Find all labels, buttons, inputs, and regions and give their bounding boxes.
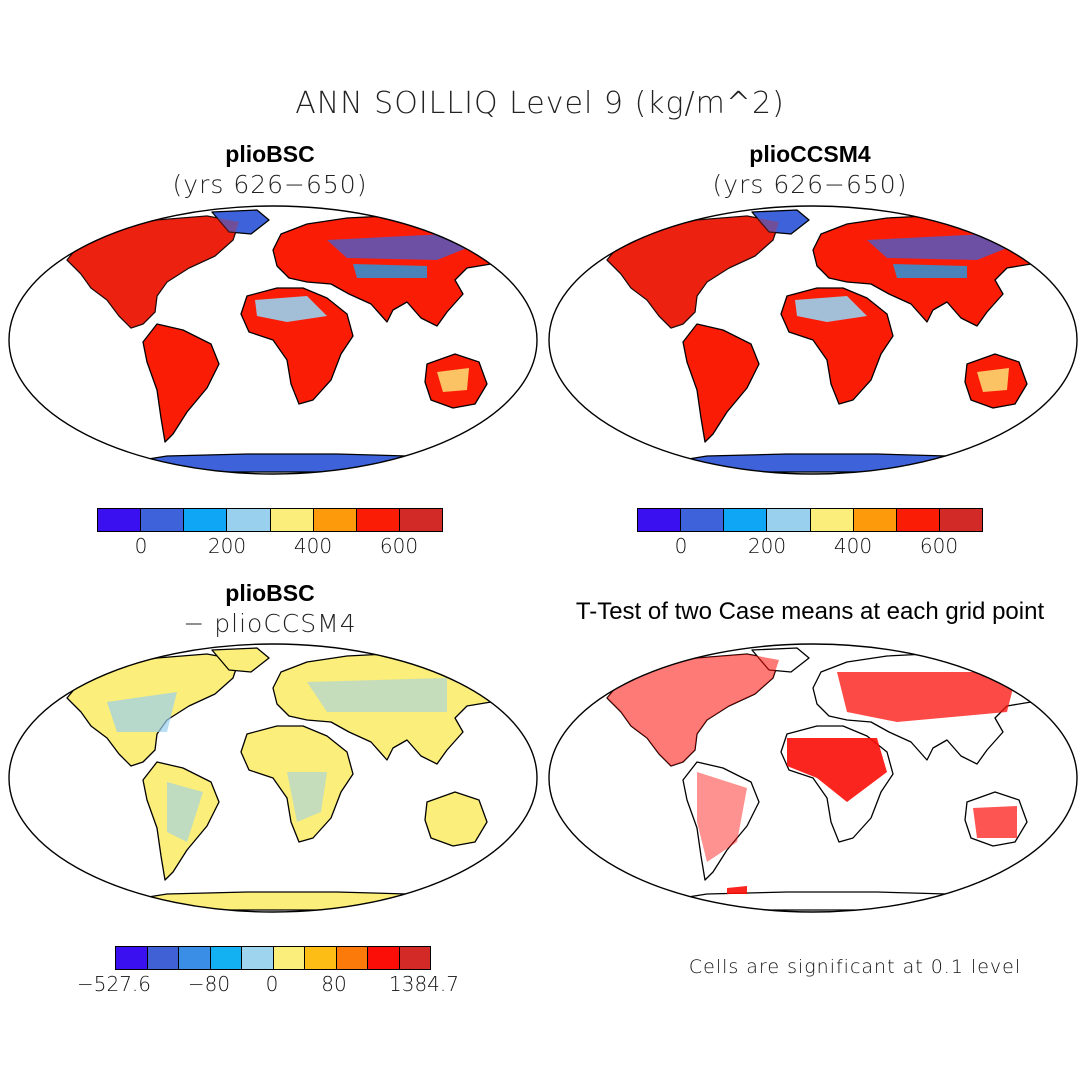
colorbar-swatch xyxy=(336,947,368,969)
continent-northAmerica xyxy=(606,215,780,329)
colorbar-tick-label: 80 xyxy=(321,972,347,996)
colorbar-swatch xyxy=(399,509,442,531)
colorbar-swatch xyxy=(681,509,725,531)
colorbar-swatch xyxy=(810,509,854,531)
panel-3-subtitle: − plioCCSM4 xyxy=(183,609,357,638)
colorbar-swatch xyxy=(767,509,811,531)
panel-4-footnote: Cells are significant at 0.1 level xyxy=(688,956,1022,978)
land-layer xyxy=(606,209,1050,473)
colorbar-swatch xyxy=(270,509,314,531)
colorbar-swatch xyxy=(368,947,400,969)
colorbar-swatch xyxy=(896,509,940,531)
colorbar-swatch xyxy=(141,509,185,531)
panel-2-map xyxy=(548,205,1078,475)
colorbar-swatch xyxy=(179,947,211,969)
panel-1-colorbar xyxy=(97,508,443,532)
colorbar-tick-label: 200 xyxy=(207,534,247,558)
colorbar-tick-label: 600 xyxy=(379,534,419,558)
colorbar-swatch xyxy=(184,509,228,531)
continent-greenland xyxy=(211,209,270,235)
map-frame xyxy=(548,205,1078,475)
value-region xyxy=(607,654,779,766)
value-region xyxy=(867,234,1017,260)
value-region xyxy=(977,368,1009,392)
figure-title: ANN SOILLIQ Level 9 (kg/m^2) xyxy=(295,86,785,121)
colorbar-swatch xyxy=(227,509,271,531)
colorbar-tick-label: 0 xyxy=(134,534,148,558)
colorbar-swatch xyxy=(116,947,148,969)
colorbar-tick-label: −80 xyxy=(187,972,231,996)
map-frame xyxy=(8,205,538,475)
value-region xyxy=(787,738,887,802)
panel-3-title: plioBSC xyxy=(225,580,315,606)
colorbar-tick-label: 1384.7 xyxy=(389,972,459,996)
colorbar-tick-label: 200 xyxy=(747,534,787,558)
continent-southAmerica xyxy=(682,761,760,881)
value-region xyxy=(437,368,469,392)
colorbar-swatch xyxy=(399,947,430,969)
panel-2-title: plioCCSM4 xyxy=(749,141,871,167)
colorbar-swatch xyxy=(939,509,982,531)
panel-4-title: T-Test of two Case means at each grid po… xyxy=(575,598,1045,625)
colorbar-tick-label: 400 xyxy=(833,534,873,558)
colorbar-swatch xyxy=(147,947,179,969)
value-region xyxy=(973,806,1017,838)
colorbar-swatch xyxy=(273,947,305,969)
colorbar-swatch xyxy=(638,509,682,531)
colorbar-swatch xyxy=(313,509,357,531)
panel-1-subtitle: (yrs 626−650) xyxy=(172,170,368,199)
value-region xyxy=(307,678,447,712)
land-layer xyxy=(606,647,1050,911)
panel-1-title: plioBSC xyxy=(225,141,315,167)
value-region xyxy=(255,296,327,322)
map-frame xyxy=(548,643,1078,913)
panel-3-map xyxy=(8,643,538,913)
map-frame xyxy=(8,643,538,913)
value-region xyxy=(287,772,327,822)
colorbar-tick-label: 400 xyxy=(293,534,333,558)
value-region xyxy=(107,692,177,732)
colorbar-swatch xyxy=(242,947,274,969)
land-layer xyxy=(66,209,510,473)
colorbar-tick-label: −527.6 xyxy=(76,972,152,996)
value-region xyxy=(727,886,747,894)
colorbar-tick-label: 0 xyxy=(674,534,688,558)
colorbar-swatch xyxy=(98,509,142,531)
continent-australia xyxy=(424,791,488,847)
colorbar-swatch xyxy=(305,947,337,969)
panel-2-colorbar xyxy=(637,508,983,532)
panel-4-map xyxy=(548,643,1078,913)
value-region xyxy=(893,264,967,278)
continent-southAmerica xyxy=(682,323,760,443)
colorbar-swatch xyxy=(853,509,897,531)
value-region xyxy=(167,782,203,842)
colorbar-tick-label: 0 xyxy=(265,972,279,996)
value-region xyxy=(697,772,747,862)
value-region xyxy=(67,216,239,328)
colorbar-swatch xyxy=(356,509,400,531)
continent-southAmerica xyxy=(142,323,220,443)
value-region xyxy=(795,296,867,322)
value-region xyxy=(607,216,779,328)
value-region xyxy=(327,234,477,260)
continent-northAmerica xyxy=(66,215,240,329)
value-region xyxy=(353,264,427,278)
continent-greenland xyxy=(751,209,810,235)
panel-3-colorbar xyxy=(115,946,431,970)
continent-greenland xyxy=(211,647,270,673)
colorbar-swatch xyxy=(724,509,768,531)
panel-2-subtitle: (yrs 626−650) xyxy=(712,170,908,199)
colorbar-swatch xyxy=(210,947,242,969)
value-region xyxy=(837,672,1017,722)
land-layer xyxy=(66,647,510,911)
colorbar-tick-label: 600 xyxy=(919,534,959,558)
panel-1-map xyxy=(8,205,538,475)
